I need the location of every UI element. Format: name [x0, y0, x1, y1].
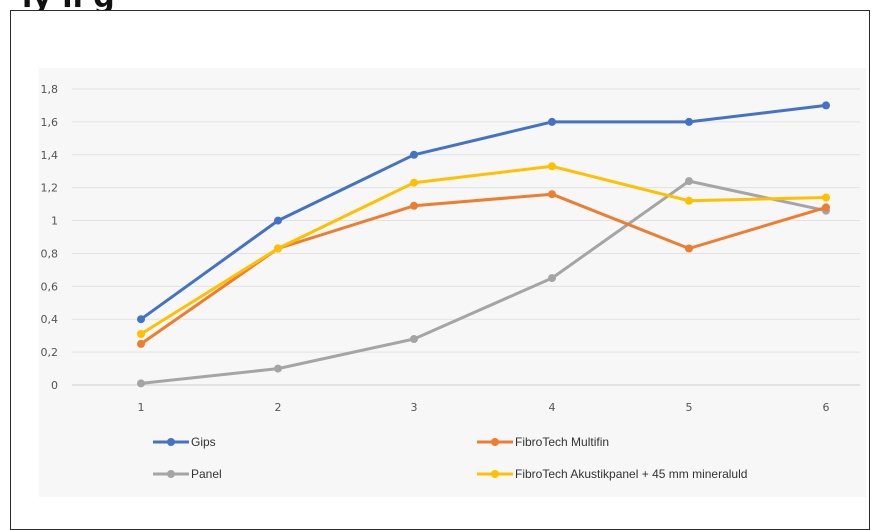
data-point: [137, 330, 145, 338]
legend-swatch-marker: [491, 438, 499, 446]
data-point: [274, 216, 282, 225]
legend-swatch-marker: [167, 470, 175, 478]
data-point: [822, 193, 830, 202]
y-tick-label: 1,2: [41, 182, 59, 195]
data-point: [548, 190, 556, 199]
x-tick-label: 2: [275, 401, 282, 414]
legend-label: Gips: [191, 435, 216, 449]
y-tick-label: 0,8: [41, 247, 59, 260]
x-tick-label: 6: [823, 401, 830, 414]
y-tick-label: 0,6: [41, 280, 59, 293]
data-point: [410, 150, 418, 159]
y-tick-label: 0,4: [41, 313, 59, 326]
data-point: [137, 379, 145, 388]
data-point: [410, 178, 418, 187]
y-tick-label: 1,4: [41, 149, 59, 162]
y-tick-label: 1,6: [41, 116, 59, 129]
series-line: [139, 164, 828, 336]
data-point: [822, 101, 830, 110]
y-tick-label: 0: [51, 379, 58, 392]
data-point: [410, 335, 418, 343]
x-tick-label: 5: [686, 401, 693, 414]
series-line: [139, 179, 828, 385]
y-tick-label: 1,8: [41, 83, 59, 96]
data-point: [274, 364, 282, 373]
legend-label: FibroTech Akustikpanel + 45 mm mineralul…: [515, 467, 747, 481]
data-point: [822, 203, 830, 212]
legend-swatch-marker: [491, 470, 499, 478]
data-point: [548, 162, 556, 171]
series-line: [139, 103, 828, 321]
data-point: [548, 117, 556, 126]
data-point: [137, 315, 145, 324]
legend-swatch-marker: [167, 438, 175, 446]
legend-label: FibroTech Multifin: [515, 435, 609, 449]
data-point: [685, 117, 693, 126]
legend-label: Panel: [191, 467, 222, 481]
data-point: [685, 196, 693, 205]
x-tick-label: 3: [411, 401, 418, 414]
data-point: [410, 201, 418, 210]
data-point: [137, 339, 145, 348]
data-point: [685, 177, 693, 186]
y-tick-label: 0,2: [41, 346, 59, 359]
x-tick-label: 1: [138, 401, 145, 414]
x-tick-label: 4: [549, 401, 556, 414]
y-tick-label: 1: [51, 215, 58, 228]
chart-panel: [39, 68, 866, 497]
data-point: [274, 244, 282, 253]
data-point: [685, 244, 693, 253]
data-point: [548, 274, 556, 283]
